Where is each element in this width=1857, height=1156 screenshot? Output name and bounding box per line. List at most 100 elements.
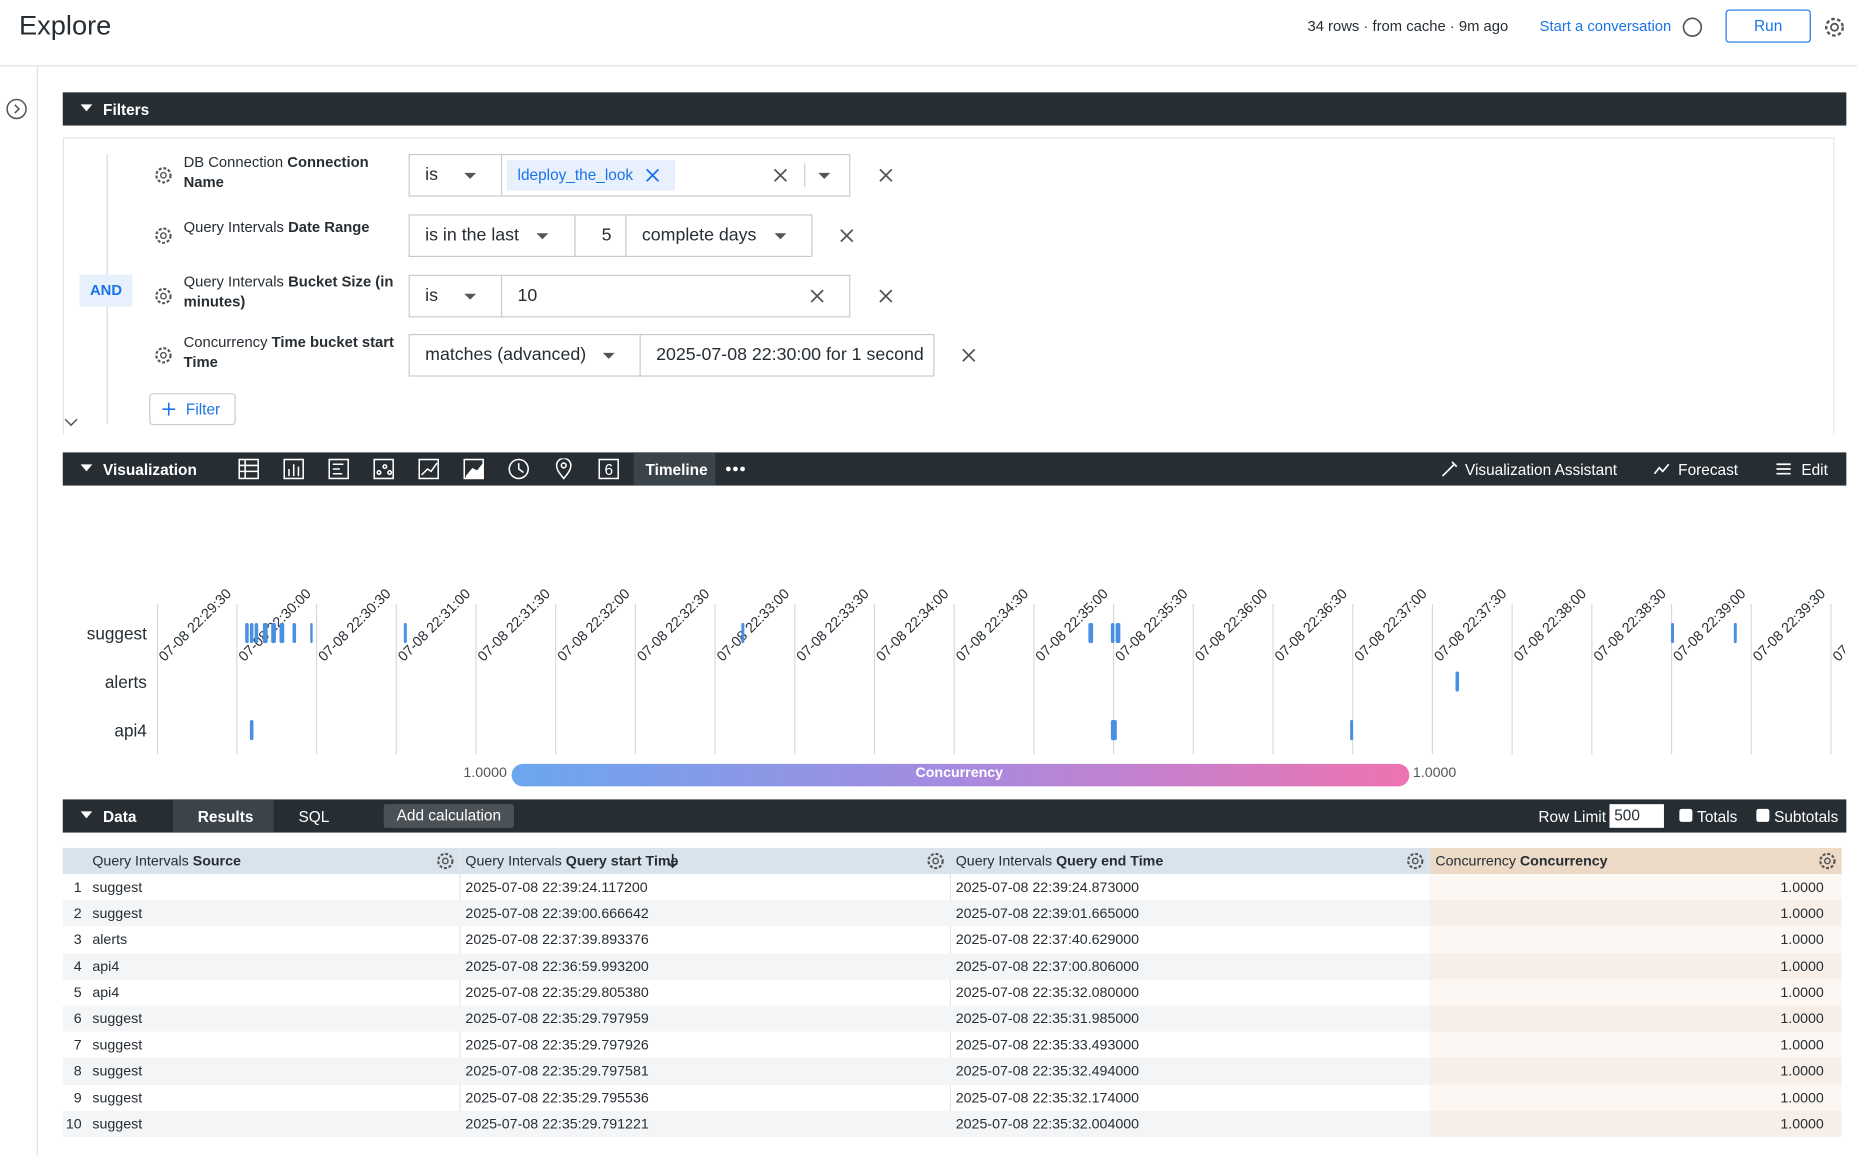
gear-icon[interactable] xyxy=(1818,852,1837,871)
cell: 2025-07-08 22:37:40.629000 xyxy=(955,931,1140,948)
subtotals-checkbox[interactable] xyxy=(1756,808,1770,822)
row-label: suggest xyxy=(87,624,147,644)
field-name: Bucket Size (in minutes) xyxy=(183,273,394,311)
x-tick-label: 07-08 22:34:00 xyxy=(873,586,952,665)
legend-gradient xyxy=(511,763,1410,787)
remove-icon[interactable] xyxy=(771,166,790,185)
row-number: 1 xyxy=(73,878,82,896)
cell: 2025-07-08 22:35:29.805380 xyxy=(465,983,649,1001)
x-tick-label: 07-08 22:35:30 xyxy=(1113,586,1192,665)
cell: 1.0000 xyxy=(1780,905,1824,922)
x-tick-label: 07-08 22:37:30 xyxy=(1431,586,1510,665)
remove-icon[interactable] xyxy=(959,346,978,365)
row-label: alerts xyxy=(105,672,147,692)
column-view: Query Intervals xyxy=(92,852,189,870)
more-icon[interactable] xyxy=(725,465,746,472)
gear-icon[interactable] xyxy=(154,287,173,306)
conversation-link[interactable]: Start a conversation xyxy=(1539,17,1672,35)
column-field: Query start Time xyxy=(565,852,679,870)
remove-icon[interactable] xyxy=(876,166,895,185)
forecast[interactable]: Forecast xyxy=(1678,460,1739,479)
add-filter-button[interactable]: Filter xyxy=(149,393,236,426)
add-calculation-button[interactable]: Add calculation xyxy=(383,804,514,828)
remove-icon[interactable] xyxy=(643,166,662,185)
viz-assistant[interactable]: Visualization Assistant xyxy=(1464,460,1618,479)
sidebar-toggle[interactable] xyxy=(6,98,27,120)
chart-type-icons[interactable]: 6 xyxy=(238,458,641,480)
gear-icon[interactable] xyxy=(436,852,455,871)
cell: 2025-07-08 22:35:29.795536 xyxy=(465,1089,649,1106)
logic-badge: AND xyxy=(79,274,133,307)
visualization-title[interactable]: Visualization xyxy=(103,460,197,479)
filters-bar[interactable]: Filters xyxy=(62,92,1847,126)
gear-icon[interactable] xyxy=(1406,852,1425,871)
data-title[interactable]: Data xyxy=(103,807,137,826)
cell: 1.0000 xyxy=(1780,1062,1824,1080)
caret xyxy=(80,104,93,112)
row-limit-input[interactable]: 500 xyxy=(1609,804,1664,828)
row-number: 10 xyxy=(65,1115,82,1132)
collapse-chevron[interactable] xyxy=(64,417,78,429)
settings-icon[interactable] xyxy=(1823,15,1847,39)
column-header[interactable]: Query Intervals Query start Time xyxy=(465,853,678,870)
cell: 1.0000 xyxy=(1780,1010,1824,1027)
totals-checkbox[interactable] xyxy=(1679,808,1693,822)
dropdown-caret[interactable] xyxy=(771,226,790,245)
timeline-bars xyxy=(245,622,1737,741)
row-bg xyxy=(1429,1110,1842,1137)
table-header xyxy=(1429,847,1842,875)
column-view: Concurrency xyxy=(1435,852,1516,870)
column-header[interactable]: Query Intervals Query end Time xyxy=(956,853,1163,870)
row-stripe xyxy=(62,900,1430,927)
remove-icon[interactable] xyxy=(837,226,856,245)
column-field: Query end Time xyxy=(1056,852,1164,870)
dropdown-caret[interactable] xyxy=(533,226,552,245)
column-header[interactable]: Concurrency Concurrency xyxy=(1435,853,1607,870)
gear-icon[interactable] xyxy=(154,226,173,245)
cell: 2025-07-08 22:35:32.494000 xyxy=(955,1062,1140,1080)
row-bg xyxy=(1429,979,1842,1006)
filter-label: Query Intervals Date Range xyxy=(184,218,397,238)
operator-select[interactable]: is xyxy=(408,153,503,197)
dropdown-caret[interactable] xyxy=(815,166,834,185)
operator-select[interactable]: is in the last xyxy=(408,214,576,257)
row-bg xyxy=(1429,874,1842,901)
x-tick-label: 07-08 22:30:30 xyxy=(315,586,394,665)
cell: 1.0000 xyxy=(1780,931,1824,948)
column-header[interactable]: Query Intervals Source xyxy=(92,853,241,870)
caret xyxy=(80,811,93,819)
operator-select[interactable]: matches (advanced) xyxy=(408,333,641,377)
row-number: 2 xyxy=(73,905,82,922)
remove-icon[interactable] xyxy=(808,287,827,306)
divider xyxy=(804,163,806,188)
value-input[interactable]: 5 xyxy=(574,214,627,257)
cell: 1.0000 xyxy=(1780,1036,1824,1054)
remove-icon[interactable] xyxy=(876,287,895,306)
dropdown-caret[interactable] xyxy=(599,346,618,365)
help-icon[interactable] xyxy=(1682,17,1703,38)
sql-tab[interactable]: SQL xyxy=(298,807,330,826)
x-tick-label: 07-08 22:39:30 xyxy=(1750,586,1829,665)
results-tab[interactable]: Results xyxy=(197,807,254,826)
cell: suggest xyxy=(92,905,143,922)
value-input[interactable]: 10 xyxy=(500,274,851,318)
row-label: api4 xyxy=(114,721,147,741)
field-view: Query Intervals xyxy=(183,219,284,236)
active-viz-tab[interactable]: Timeline xyxy=(645,460,708,479)
cell: 2025-07-08 22:35:29.797959 xyxy=(465,1010,649,1027)
gear-icon[interactable] xyxy=(154,166,173,185)
cell: 2025-07-08 22:35:29.797581 xyxy=(465,1062,649,1080)
dropdown-caret[interactable] xyxy=(461,166,480,185)
edit[interactable]: Edit xyxy=(1801,460,1828,479)
cell: 2025-07-08 22:39:24.873000 xyxy=(955,878,1140,896)
gear-icon[interactable] xyxy=(926,852,945,871)
row-number: 7 xyxy=(73,1036,82,1054)
row-bg xyxy=(1429,1084,1842,1111)
operator-select[interactable]: is xyxy=(408,274,503,318)
dropdown-caret[interactable] xyxy=(461,287,480,306)
run-button[interactable]: Run xyxy=(1725,9,1811,43)
value-input[interactable]: 2025-07-08 22:30:00 for 1 second xyxy=(639,333,935,377)
cell: suggest xyxy=(92,1036,143,1054)
gear-icon[interactable] xyxy=(154,346,173,365)
